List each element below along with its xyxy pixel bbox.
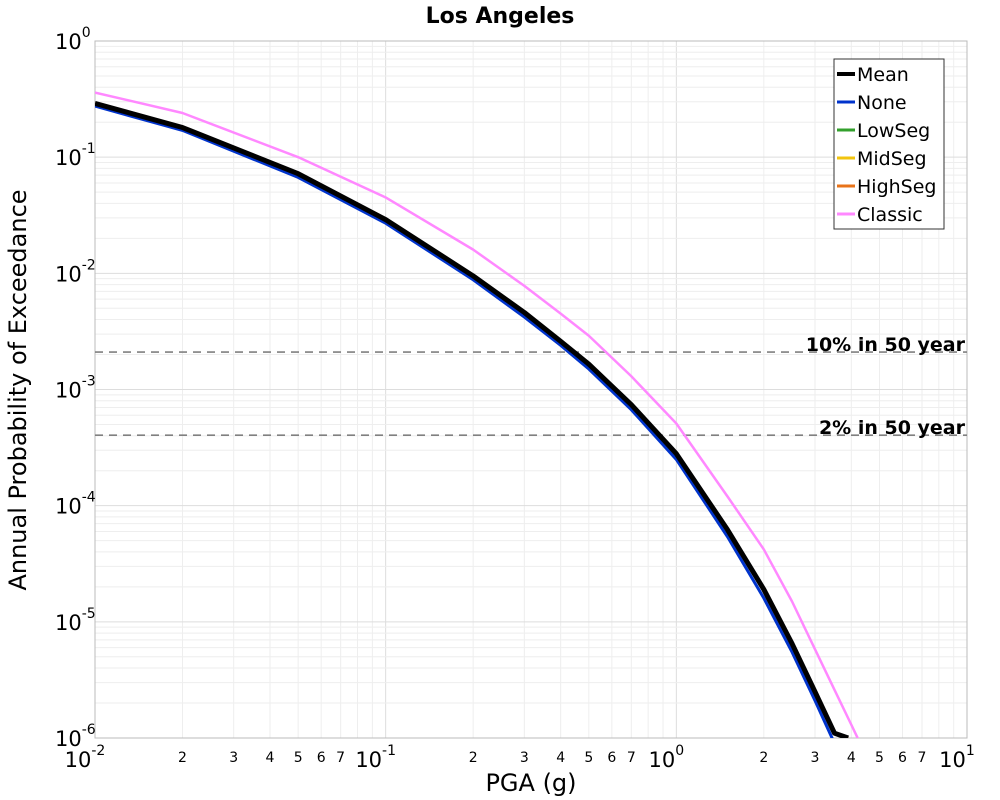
y-tick-base: 10 [55,379,82,403]
legend-label-midseg: MidSeg [857,148,927,170]
reference-lines: 10% in 50 year 2% in 50 year [95,334,967,439]
x-tick-exponent: -2 [91,743,105,759]
x-minor-tick-label: 7 [627,750,636,766]
y-tick-label: 10-5 [55,606,96,635]
reference-line-label: 10% in 50 year [806,334,966,356]
x-minor-tick-label: 5 [294,750,303,766]
y-tick-base: 10 [55,611,82,635]
x-tick-base: 10 [649,748,676,772]
series-line-highseg [95,102,849,738]
legend: Mean None LowSeg MidSeg HighSeg Classic [833,58,945,230]
y-tick-exponent: -3 [82,374,96,390]
x-minor-tick-label: 6 [607,750,616,766]
series-lines [95,91,860,738]
y-tick-exponent: -5 [82,606,96,622]
y-tick-label: 10-1 [55,141,96,170]
x-tick-label: 10-1 [355,743,396,772]
x-minor-tick-label: 2 [759,750,768,766]
x-minor-tick-label: 7 [336,750,345,766]
reference-line-label: 2% in 50 year [819,417,966,439]
x-minor-tick-label: 3 [229,750,238,766]
y-tick-base: 10 [55,495,82,519]
x-tick-base: 10 [939,748,966,772]
y-tick-exponent: -4 [82,490,96,506]
x-minor-tick-label: 4 [266,750,275,766]
y-tick-label: 10-6 [55,722,96,751]
y-tick-base: 10 [55,146,82,170]
y-tick-base: 10 [55,727,82,751]
x-minor-tick-label: 2 [469,750,478,766]
y-tick-label: 10-3 [55,374,96,403]
series-line-lowseg [95,102,849,738]
legend-box [833,58,945,230]
x-minor-tick-label: 3 [811,750,820,766]
legend-label-highseg: HighSeg [857,176,936,198]
x-minor-tick-label: 6 [317,750,326,766]
x-tick-base: 10 [355,748,382,772]
grid [94,41,967,739]
x-minor-tick-label: 5 [584,750,593,766]
x-tick-label: 100 [649,743,685,772]
y-tick-exponent: 0 [82,25,91,41]
x-tick-exponent: -1 [382,743,396,759]
series-line-classic [95,91,860,738]
x-minor-tick-label: 6 [898,750,907,766]
legend-label-lowseg: LowSeg [857,120,930,142]
y-tick-exponent: -2 [82,257,96,273]
x-minor-tick-label: 4 [556,750,565,766]
series-line-none [95,104,834,738]
series-line-mean [95,101,849,738]
y-tick-base: 10 [55,262,82,286]
y-tick-exponent: -6 [82,722,96,738]
x-minor-tick-label: 5 [875,750,884,766]
x-tick-label: 10-2 [65,743,106,772]
y-tick-label: 10-4 [55,490,96,519]
x-axis-label: PGA (g) [485,769,576,797]
x-tick-base: 10 [65,748,92,772]
x-minor-tick-label: 3 [520,750,529,766]
plot-area-frame [94,40,968,739]
x-tick-exponent: 1 [966,743,975,759]
y-tick-label: 100 [55,25,91,54]
legend-label-none: None [857,92,907,114]
chart-title: Los Angeles [426,4,575,29]
x-minor-tick-label: 7 [918,750,927,766]
legend-label-mean: Mean [857,64,909,86]
x-minor-tick-label: 4 [847,750,856,766]
x-tick-label: 101 [939,743,975,772]
y-tick-base: 10 [55,30,82,54]
y-axis-label: Annual Probability of Exceedance [4,189,32,590]
x-minor-tick-label: 2 [178,750,187,766]
y-tick-exponent: -1 [82,141,96,157]
y-tick-label: 10-2 [55,257,96,286]
legend-label-classic: Classic [857,204,923,226]
x-tick-exponent: 0 [675,743,684,759]
series-line-midseg [95,102,849,738]
